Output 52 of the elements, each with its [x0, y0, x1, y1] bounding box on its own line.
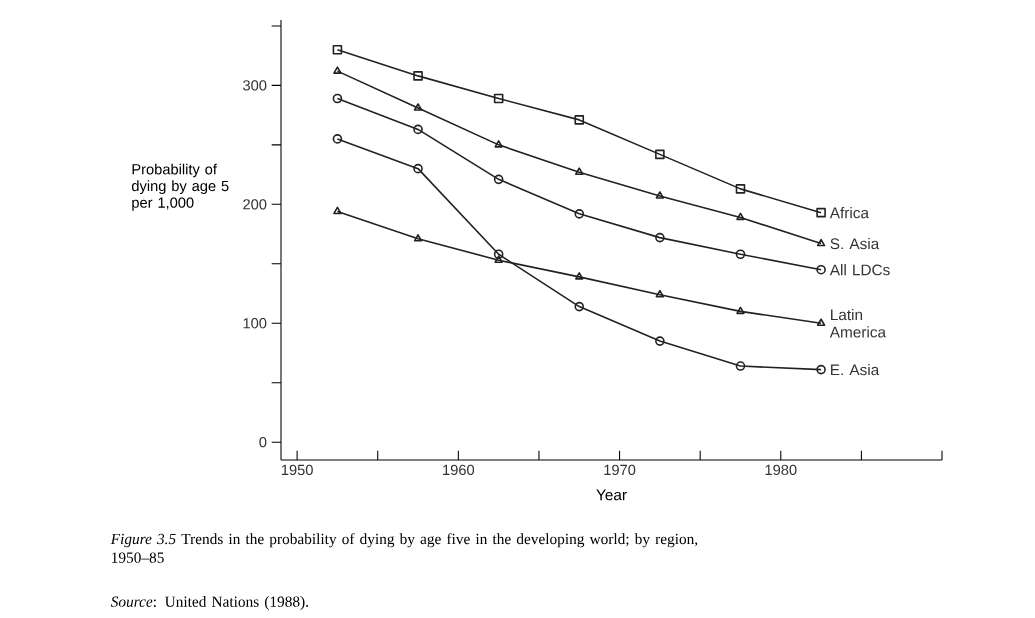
point	[413, 124, 423, 135]
point	[333, 206, 342, 215]
point	[816, 207, 826, 218]
point	[655, 149, 665, 160]
point	[575, 272, 584, 280]
y-tick-label: 0	[259, 436, 267, 448]
series-label: Africa	[829, 207, 869, 219]
y-axis-title: Probability of dying by age 5 per 1,000	[131, 163, 229, 211]
point	[574, 301, 585, 312]
point	[735, 184, 746, 194]
point	[413, 234, 423, 242]
series-label: E. Asia	[831, 364, 880, 376]
point	[816, 238, 826, 247]
series-label: S. Asia	[830, 237, 880, 250]
point	[816, 264, 826, 275]
y-tick-label: 200	[243, 199, 267, 210]
point	[493, 249, 504, 260]
x-tick-label: 1980	[765, 464, 797, 476]
point	[333, 66, 342, 74]
point	[575, 167, 584, 176]
point	[655, 336, 665, 346]
text: Source: United Nations (1988).	[110, 596, 308, 610]
point	[413, 163, 423, 174]
x-tick-label: 1950	[281, 464, 313, 476]
point	[735, 361, 746, 371]
series-label: Latin America	[829, 308, 887, 338]
point	[332, 134, 343, 144]
point	[332, 44, 343, 55]
point	[494, 140, 503, 148]
point	[413, 103, 423, 111]
x-axis-title: Year	[596, 489, 627, 501]
point	[574, 115, 585, 125]
x-tick-label: 1960	[443, 464, 475, 476]
y-tick-label: 100	[243, 318, 267, 329]
point	[494, 255, 503, 264]
x-tick-label: 1970	[604, 464, 636, 476]
point	[655, 289, 665, 298]
point	[493, 93, 504, 104]
point	[332, 93, 343, 104]
point	[574, 209, 585, 219]
point	[736, 212, 745, 221]
y-tick-label: 300	[243, 80, 267, 91]
point	[493, 174, 504, 185]
point	[735, 249, 746, 260]
point	[816, 364, 826, 375]
point	[655, 191, 665, 199]
point	[736, 306, 745, 315]
point	[816, 318, 826, 327]
point	[655, 232, 665, 243]
series-label: All LDCs	[829, 264, 890, 276]
point	[413, 71, 423, 81]
text: Figure 3.5 Trends in the probability of dying by age five in the developing world; by region, 1950–85	[110, 533, 698, 563]
